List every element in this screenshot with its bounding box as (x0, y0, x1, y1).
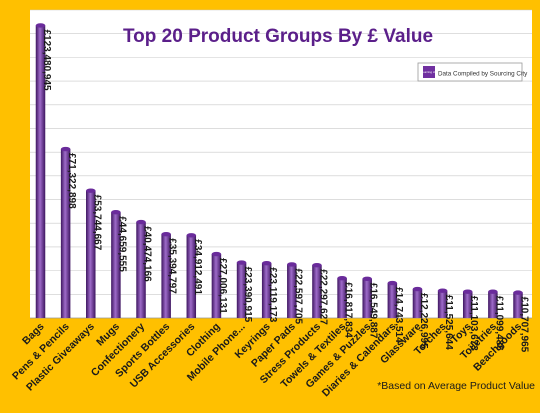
bar-top (437, 288, 448, 293)
value-label: £40,474,166 (142, 226, 153, 282)
bar-top (312, 262, 322, 268)
bar-top (236, 260, 247, 265)
value-label: £123,480,945 (41, 29, 52, 91)
value-label: £23,119,173 (267, 267, 278, 322)
bar-top (35, 23, 46, 28)
footnote: *Based on Average Product Value (377, 380, 535, 392)
bar-body (186, 235, 197, 318)
bar (86, 188, 96, 318)
logo-text: sourcing city (421, 70, 438, 74)
legend: sourcing city Data Compiled by Sourcing … (417, 62, 528, 82)
value-label: £27,006,131 (217, 258, 228, 314)
value-label: £16,817,834 (343, 282, 354, 338)
bar (186, 233, 197, 318)
value-labels: £123,480,945 £71,322,898 £53,744,667 £44,65… (41, 29, 530, 352)
bar (161, 231, 171, 318)
bar (462, 289, 473, 318)
bar (362, 276, 372, 318)
bar-body (412, 289, 423, 318)
bar-body (287, 264, 297, 318)
value-label: £11,103,673 (468, 296, 479, 351)
bar-body (387, 283, 398, 318)
bar-top (211, 251, 222, 257)
legend-box (417, 62, 523, 82)
value-label: £12,226,995 (418, 293, 429, 349)
bar-top (86, 188, 96, 193)
bar-body (261, 263, 272, 318)
plot-area (30, 10, 532, 318)
bar-body (462, 291, 473, 318)
bar (261, 261, 272, 318)
bar-body (513, 292, 523, 318)
value-label: £10,707,965 (519, 297, 530, 353)
bar (111, 209, 121, 318)
bar-top (111, 209, 121, 215)
bar-top (412, 286, 423, 292)
bar-body (60, 149, 71, 318)
bar-body (161, 234, 171, 318)
value-label: £53,744,667 (91, 195, 102, 251)
bar (312, 262, 322, 318)
value-label: £35,394,797 (167, 238, 178, 294)
value-label: £11,099,486 (493, 296, 504, 351)
bar (60, 146, 71, 318)
bar (387, 280, 398, 318)
bar-body (488, 291, 498, 318)
bar (488, 289, 498, 318)
value-label: £34,912,491 (192, 239, 203, 295)
bar-body (236, 262, 247, 318)
bar-body (136, 222, 146, 318)
value-label: £23,390,915 (242, 267, 253, 323)
bar-top (287, 262, 297, 267)
value-label: £71,322,898 (66, 153, 77, 209)
bar (236, 260, 247, 318)
value-label: £22,597,705 (292, 268, 303, 324)
bar-body (86, 190, 96, 318)
bar (211, 251, 222, 318)
bar (437, 288, 448, 318)
bar-body (437, 290, 448, 318)
bar-top (513, 290, 523, 295)
value-label: £44,659,555 (116, 216, 127, 272)
bar-top (136, 219, 146, 225)
bar (287, 262, 297, 318)
bar (337, 275, 347, 318)
bar (513, 290, 523, 318)
legend-label: Data Compiled by Sourcing City (438, 71, 528, 78)
gridlines (30, 9, 532, 319)
bar-body (362, 278, 372, 318)
bar (136, 219, 146, 318)
bar-top (261, 261, 272, 266)
bar-top (337, 275, 347, 281)
bar-body (211, 254, 222, 318)
bar-top (462, 289, 473, 294)
value-label: £11,525,644 (443, 295, 454, 350)
chart-title: Top 20 Product Groups By £ Value (123, 26, 433, 47)
bar-body (35, 25, 46, 319)
bar (412, 286, 423, 318)
bar-top (387, 280, 398, 286)
bars (35, 23, 523, 319)
bar-top (488, 289, 498, 294)
bar-body (312, 265, 322, 318)
bar-top (60, 146, 71, 152)
sourcing-city-logo (423, 66, 435, 78)
value-label: £14,743,514 (393, 287, 404, 343)
bar-body (337, 278, 347, 318)
value-label: £22,297,627 (317, 269, 328, 325)
bar (35, 23, 46, 319)
bar-top (362, 276, 372, 281)
bar-top (161, 231, 171, 237)
bar-top (186, 233, 197, 238)
value-label: £16,549,887 (368, 283, 379, 339)
bar-body (111, 212, 121, 318)
